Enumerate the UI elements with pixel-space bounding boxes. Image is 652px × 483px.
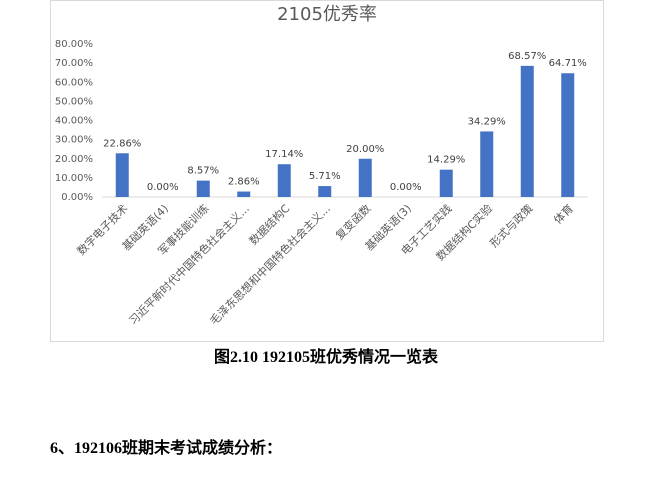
bar: [561, 73, 575, 197]
y-tick-label: 70.00%: [55, 58, 93, 69]
chart: 2105优秀率 0.00% 10.00% 20.00% 30.00% 40.00% 50.…: [50, 0, 604, 342]
y-tick-label: 50.00%: [55, 96, 93, 107]
bar: [196, 180, 210, 197]
bar: [115, 153, 129, 197]
data-label: 8.57%: [187, 166, 219, 177]
data-label: 20.00%: [346, 144, 384, 155]
data-label: 64.71%: [549, 58, 587, 69]
data-label: 17.14%: [265, 149, 303, 160]
bar: [480, 131, 494, 197]
data-label: 0.00%: [147, 182, 179, 193]
data-label: 5.71%: [309, 171, 341, 182]
data-label: 68.57%: [508, 51, 546, 62]
bar: [358, 158, 372, 197]
data-label: 2.86%: [228, 177, 260, 188]
y-tick-label: 20.00%: [55, 154, 93, 165]
data-label: 34.29%: [468, 116, 506, 127]
y-tick-label: 60.00%: [55, 77, 93, 88]
bar: [520, 65, 534, 197]
y-tick-label: 0.00%: [61, 192, 93, 203]
data-label: 14.29%: [427, 155, 465, 166]
y-tick-label: 40.00%: [55, 116, 93, 127]
chart-frame: [50, 0, 604, 342]
section-heading: 6、192106班期末考试成绩分析：: [50, 440, 283, 457]
bar: [277, 164, 291, 197]
bar: [318, 186, 332, 197]
data-label: 22.86%: [103, 138, 141, 149]
bar: [237, 191, 251, 197]
y-tick-label: 80.00%: [55, 39, 93, 50]
figure-caption: 图2.10 192105班优秀情况一览表: [213, 349, 438, 366]
chart-title: 2105优秀率: [277, 4, 377, 25]
y-tick-label: 10.00%: [55, 173, 93, 184]
y-tick-label: 30.00%: [55, 135, 93, 146]
data-label: 0.00%: [390, 182, 422, 193]
bar: [439, 169, 453, 197]
